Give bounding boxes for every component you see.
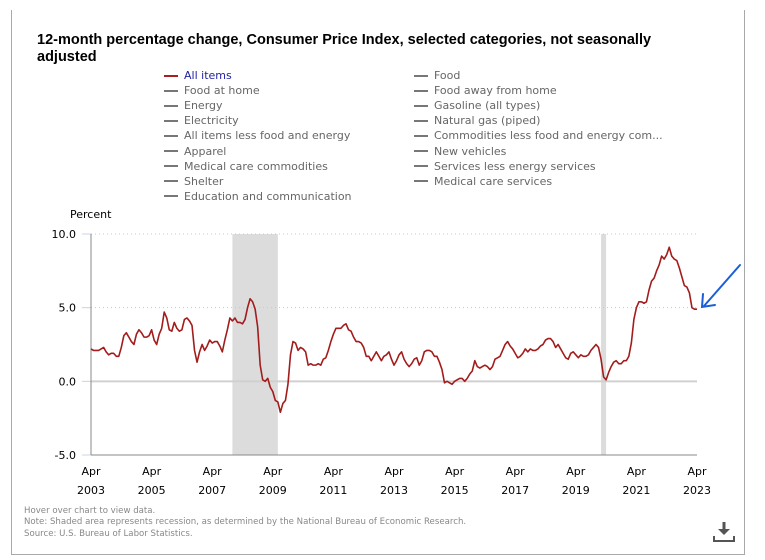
legend-item[interactable]: Food at home [164,83,352,98]
legend-label: Electricity [184,114,239,128]
chart-container [11,10,745,555]
x-tick-year: 2011 [319,484,347,497]
legend-item[interactable]: New vehicles [414,143,663,158]
legend-label: Medical care services [434,174,553,188]
legend-label: Medical care commodities [184,159,328,173]
legend-label: Food away from home [434,84,557,98]
legend-item[interactable]: Commodities less food and energy com... [414,128,663,143]
legend-item[interactable]: Education and communication [164,189,352,204]
legend-swatch [414,165,428,168]
x-tick-year: 2023 [683,484,711,497]
legend-item[interactable]: Food away from home [414,83,663,98]
legend-label: Food [434,69,461,83]
legend-swatch [414,74,428,77]
legend-swatch [164,89,178,92]
chart-notes: Hover over chart to view data. Note: Sha… [24,506,466,540]
legend-swatch [164,195,178,198]
legend-label: Apparel [184,144,227,158]
legend-item[interactable]: Electricity [164,113,352,128]
legend-swatch [414,134,428,137]
legend-item[interactable]: Natural gas (piped) [414,113,663,128]
chart-title: 12-month percentage change, Consumer Pri… [37,32,652,65]
x-tick-year: 2003 [77,484,105,497]
x-tick-labels: Apr 2003 Apr 2005 Apr 2007 Apr 2009 Apr 2011 Apr 20… [77,465,711,497]
legend-swatch [414,104,428,107]
gridlines [82,233,697,456]
legend-label: Food at home [184,84,260,98]
x-tick-year: 2017 [501,484,529,497]
x-tick-month: Apr [566,465,586,478]
series [90,246,697,414]
legend-swatch [164,180,178,183]
legend-swatch [164,165,178,168]
legend-item[interactable]: All items [164,68,352,83]
x-tick-month: Apr [445,465,465,478]
x-tick-month: Apr [81,465,101,478]
legend-column-2: Food Food away from home Gasoline (all typ… [414,68,663,189]
x-tick-month: Apr [627,465,647,478]
x-tick-month: Apr [687,465,707,478]
source-note: Source: U.S. Bureau of Labor Statistics. [24,528,193,539]
legend-item[interactable]: Apparel [164,143,352,158]
hover-hint: Hover over chart to view data. [24,506,156,516]
legend-item[interactable]: Food [414,68,663,83]
legend-item[interactable]: Energy [164,98,352,113]
y-tick-label: -5.0 [55,449,76,462]
x-tick-month: Apr [263,465,283,478]
legend-swatch [414,89,428,92]
x-tick-year: 2009 [259,484,287,497]
legend-item[interactable]: Medical care services [414,174,663,189]
legend-swatch [164,104,178,107]
legend-swatch [164,119,178,122]
legend-label: Education and communication [184,189,352,203]
legend-label: Shelter [184,174,224,188]
x-tick-year: 2013 [380,484,408,497]
x-tick-year: 2019 [562,484,590,497]
legend-label: All items [184,69,232,83]
x-tick-year: 2005 [138,484,166,497]
x-tick-month: Apr [506,465,526,478]
recession-bands [232,234,607,455]
legend-column-1: All items Food at home Energy Electricity Al… [164,68,352,204]
legend-item[interactable]: Shelter [164,174,352,189]
recession-note: Note: Shaded area represents recession, … [24,517,467,528]
y-tick-label: 5.0 [59,302,77,315]
y-tick-label: 0.0 [59,375,77,388]
legend-item[interactable]: Gasoline (all types) [414,98,663,113]
download-icon [713,522,735,542]
legend-item[interactable]: Medical care commodities [164,159,352,174]
x-tick-month: Apr [384,465,404,478]
y-axis-label: Percent [70,208,112,221]
legend-item[interactable]: Services less energy services [414,159,663,174]
legend-label: All items less food and energy [184,129,351,143]
axes [90,234,697,456]
legend-swatch [164,134,178,137]
legend-swatch [414,180,428,183]
recession-band [232,234,278,455]
legend-label: Services less energy services [434,159,596,173]
legend-swatch [414,119,428,122]
x-tick-month: Apr [324,465,344,478]
x-tick-year: 2021 [622,484,650,497]
series-line-all-items[interactable] [90,246,697,414]
x-tick-month: Apr [203,465,223,478]
legend-label: Commodities less food and energy com... [434,129,663,143]
legend-swatch [164,150,178,153]
legend-label: Gasoline (all types) [434,99,541,113]
download-button[interactable] [711,520,737,544]
legend-item[interactable]: All items less food and energy [164,128,352,143]
x-tick-month: Apr [142,465,162,478]
recession-band [601,234,607,455]
legend-label: Natural gas (piped) [434,114,541,128]
legend-swatch [164,74,178,77]
y-tick-label: 10.0 [52,228,77,241]
legend-swatch [414,150,428,153]
x-tick-year: 2007 [198,484,226,497]
legend-label: Energy [184,99,223,113]
x-tick-year: 2015 [441,484,469,497]
y-tick-labels: 10.0 5.0 0.0 -5.0 [52,228,77,462]
legend-label: New vehicles [434,144,507,158]
